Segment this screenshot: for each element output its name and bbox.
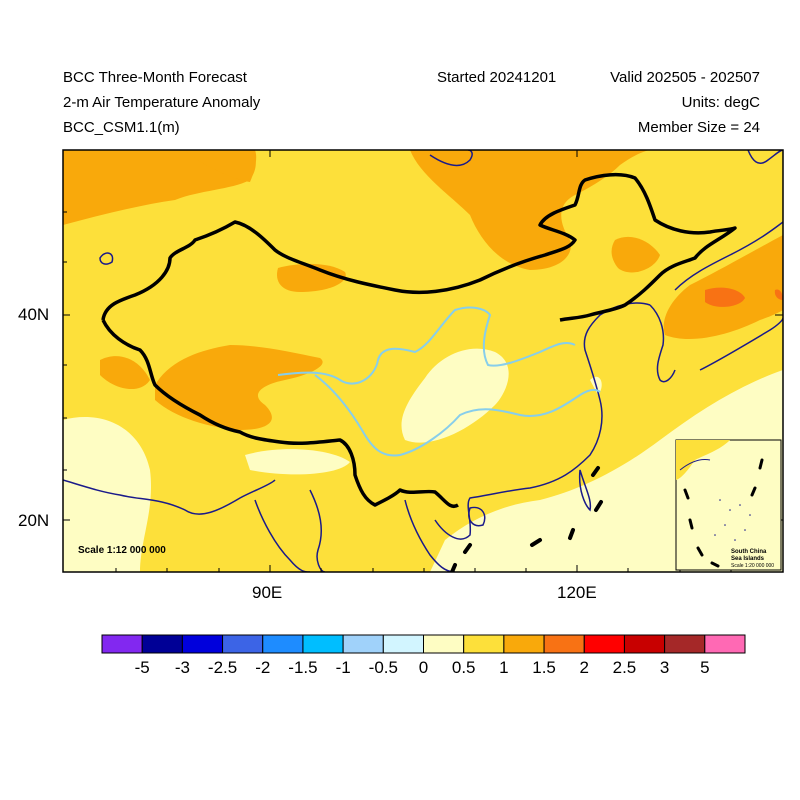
national-border	[101, 172, 737, 322]
colorbar-swatch	[543, 634, 585, 654]
start-date: Started 20241201	[437, 69, 557, 86]
south-china-sea-inset: South China Sea Islands Scale 1:20 000 0…	[675, 439, 782, 571]
yellow-river	[277, 306, 576, 385]
lon-tick-label: 90E	[252, 583, 283, 602]
anomaly-field-1-1_5	[155, 345, 323, 430]
coastline	[747, 150, 783, 164]
colorbar	[101, 634, 746, 654]
colorbar-swatch	[101, 634, 143, 654]
colorbar-tick-label: 0	[418, 658, 429, 677]
anomaly-field-1-1_5	[185, 150, 257, 182]
variable-title: 2-m Air Temperature Anomaly	[63, 94, 261, 111]
map-field: Scale 1:12 000 000	[63, 150, 783, 572]
valid-period: Valid 202505 - 202507	[610, 69, 760, 86]
coastline	[699, 317, 783, 371]
colorbar-tick-label: 1	[499, 658, 509, 677]
lat-tick-label: 20N	[18, 511, 50, 530]
coastline	[404, 499, 456, 572]
anomaly-field-0-0_5	[63, 417, 152, 572]
colorbar-swatch	[623, 634, 666, 654]
anomaly-field-1-1_5	[63, 150, 256, 225]
map-frame	[62, 149, 784, 573]
units-label: Units: degC	[681, 94, 760, 111]
colorbar-tick-label: 3	[659, 658, 670, 677]
inset-scale-label: Scale 1:20 000 000	[731, 563, 774, 569]
anomaly-field-1_5-2	[774, 289, 783, 300]
colorbar-tick-label: -3	[174, 658, 190, 677]
colorbar-tick-label: 1.5	[532, 658, 556, 677]
colorbar-swatch	[222, 634, 264, 654]
colorbar-tick-label: 2.5	[612, 658, 637, 677]
colorbar-tick-label: -2.5	[207, 658, 238, 677]
colorbar-tick-label: -2	[255, 658, 271, 677]
anomaly-field-1_5-2	[705, 287, 745, 307]
member-size: Member Size = 24	[637, 119, 760, 136]
lon-tick-label: 120E	[557, 583, 597, 602]
colorbar-tick-label: 0.5	[451, 658, 476, 677]
anomaly-field-0-0_5	[245, 449, 350, 475]
colorbar-tick-label: -5	[134, 658, 150, 677]
map-scale-label: Scale 1:12 000 000	[78, 545, 166, 556]
colorbar-swatch	[583, 634, 625, 654]
anomaly-field-1-1_5	[663, 235, 783, 340]
anomaly-field-1-1_5	[100, 356, 150, 390]
anomaly-field-1-1_5	[276, 263, 346, 292]
colorbar-swatch	[704, 634, 746, 654]
coastline	[578, 469, 592, 512]
national-border	[101, 319, 459, 508]
inset-title-line1: South China	[731, 549, 767, 555]
colorbar-tick-label: 5	[700, 658, 710, 677]
coastline	[63, 479, 276, 515]
colorbar-tick-label: -1	[335, 658, 351, 677]
model-name: BCC_CSM1.1(m)	[63, 119, 180, 136]
colorbar-swatch	[503, 634, 545, 654]
anomaly-field-0-0_5	[401, 348, 509, 443]
forecast-title: BCC Three-Month Forecast	[63, 69, 247, 86]
coastline	[674, 221, 783, 291]
coastline	[649, 304, 676, 383]
coastline	[468, 506, 486, 527]
colorbar-tick-label: -1.5	[288, 658, 318, 677]
colorbar-swatch	[463, 634, 505, 654]
lat-tick-label: 40N	[18, 305, 50, 324]
nine-dash-line	[450, 466, 603, 572]
yangtze-river	[314, 374, 601, 457]
colorbar-tick-label: -0.5	[368, 658, 398, 677]
colorbar-swatch	[342, 634, 384, 654]
colorbar-swatch	[302, 634, 344, 654]
coastline	[99, 252, 114, 265]
colorbar-swatch	[141, 634, 183, 654]
colorbar-swatch	[262, 634, 304, 654]
colorbar-swatch	[181, 634, 224, 654]
colorbar-tick-label: 2	[579, 658, 589, 677]
colorbar-swatch	[423, 634, 465, 654]
colorbar-swatch	[664, 634, 706, 654]
colorbar-swatch	[382, 634, 424, 654]
inset-title-line2: Sea Islands	[731, 556, 765, 562]
anomaly-field-1-1_5	[611, 236, 660, 273]
